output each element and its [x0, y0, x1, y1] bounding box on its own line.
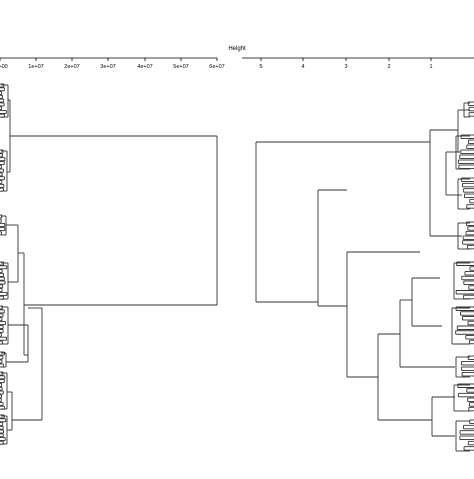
left-tick-label: 2e+07: [64, 64, 79, 70]
left-tick-label: 6e+07: [209, 64, 224, 70]
left-tick-label: 5e+07: [173, 64, 188, 70]
right-tick-label: 3: [344, 64, 347, 70]
left-tick-label: 3e+07: [100, 64, 115, 70]
right-dendrogram-panel: 5 4 3 2 1: [242, 57, 474, 452]
right-axis-ticks: 5 4 3 2 1: [259, 58, 433, 70]
right-tick-label: 1: [429, 64, 432, 70]
right-dendrogram-tree: [255, 101, 474, 452]
right-tick-label: 5: [259, 64, 262, 70]
left-dendrogram-panel: 0e+00 1e+07 2e+07 3e+07 4e+07 5e+07 6e+07: [0, 57, 225, 445]
left-dendrogram-tree: [0, 83, 218, 445]
right-tick-label: 2: [387, 64, 390, 70]
right-tick-label: 4: [301, 64, 304, 70]
axis-title: Height: [228, 46, 246, 52]
left-axis-ticks: 0e+00 1e+07 2e+07 3e+07 4e+07 5e+07 6e+07: [0, 58, 225, 70]
left-tick-label: 0e+00: [0, 64, 8, 70]
left-tick-label: 1e+07: [28, 64, 43, 70]
left-tick-label: 4e+07: [137, 64, 152, 70]
